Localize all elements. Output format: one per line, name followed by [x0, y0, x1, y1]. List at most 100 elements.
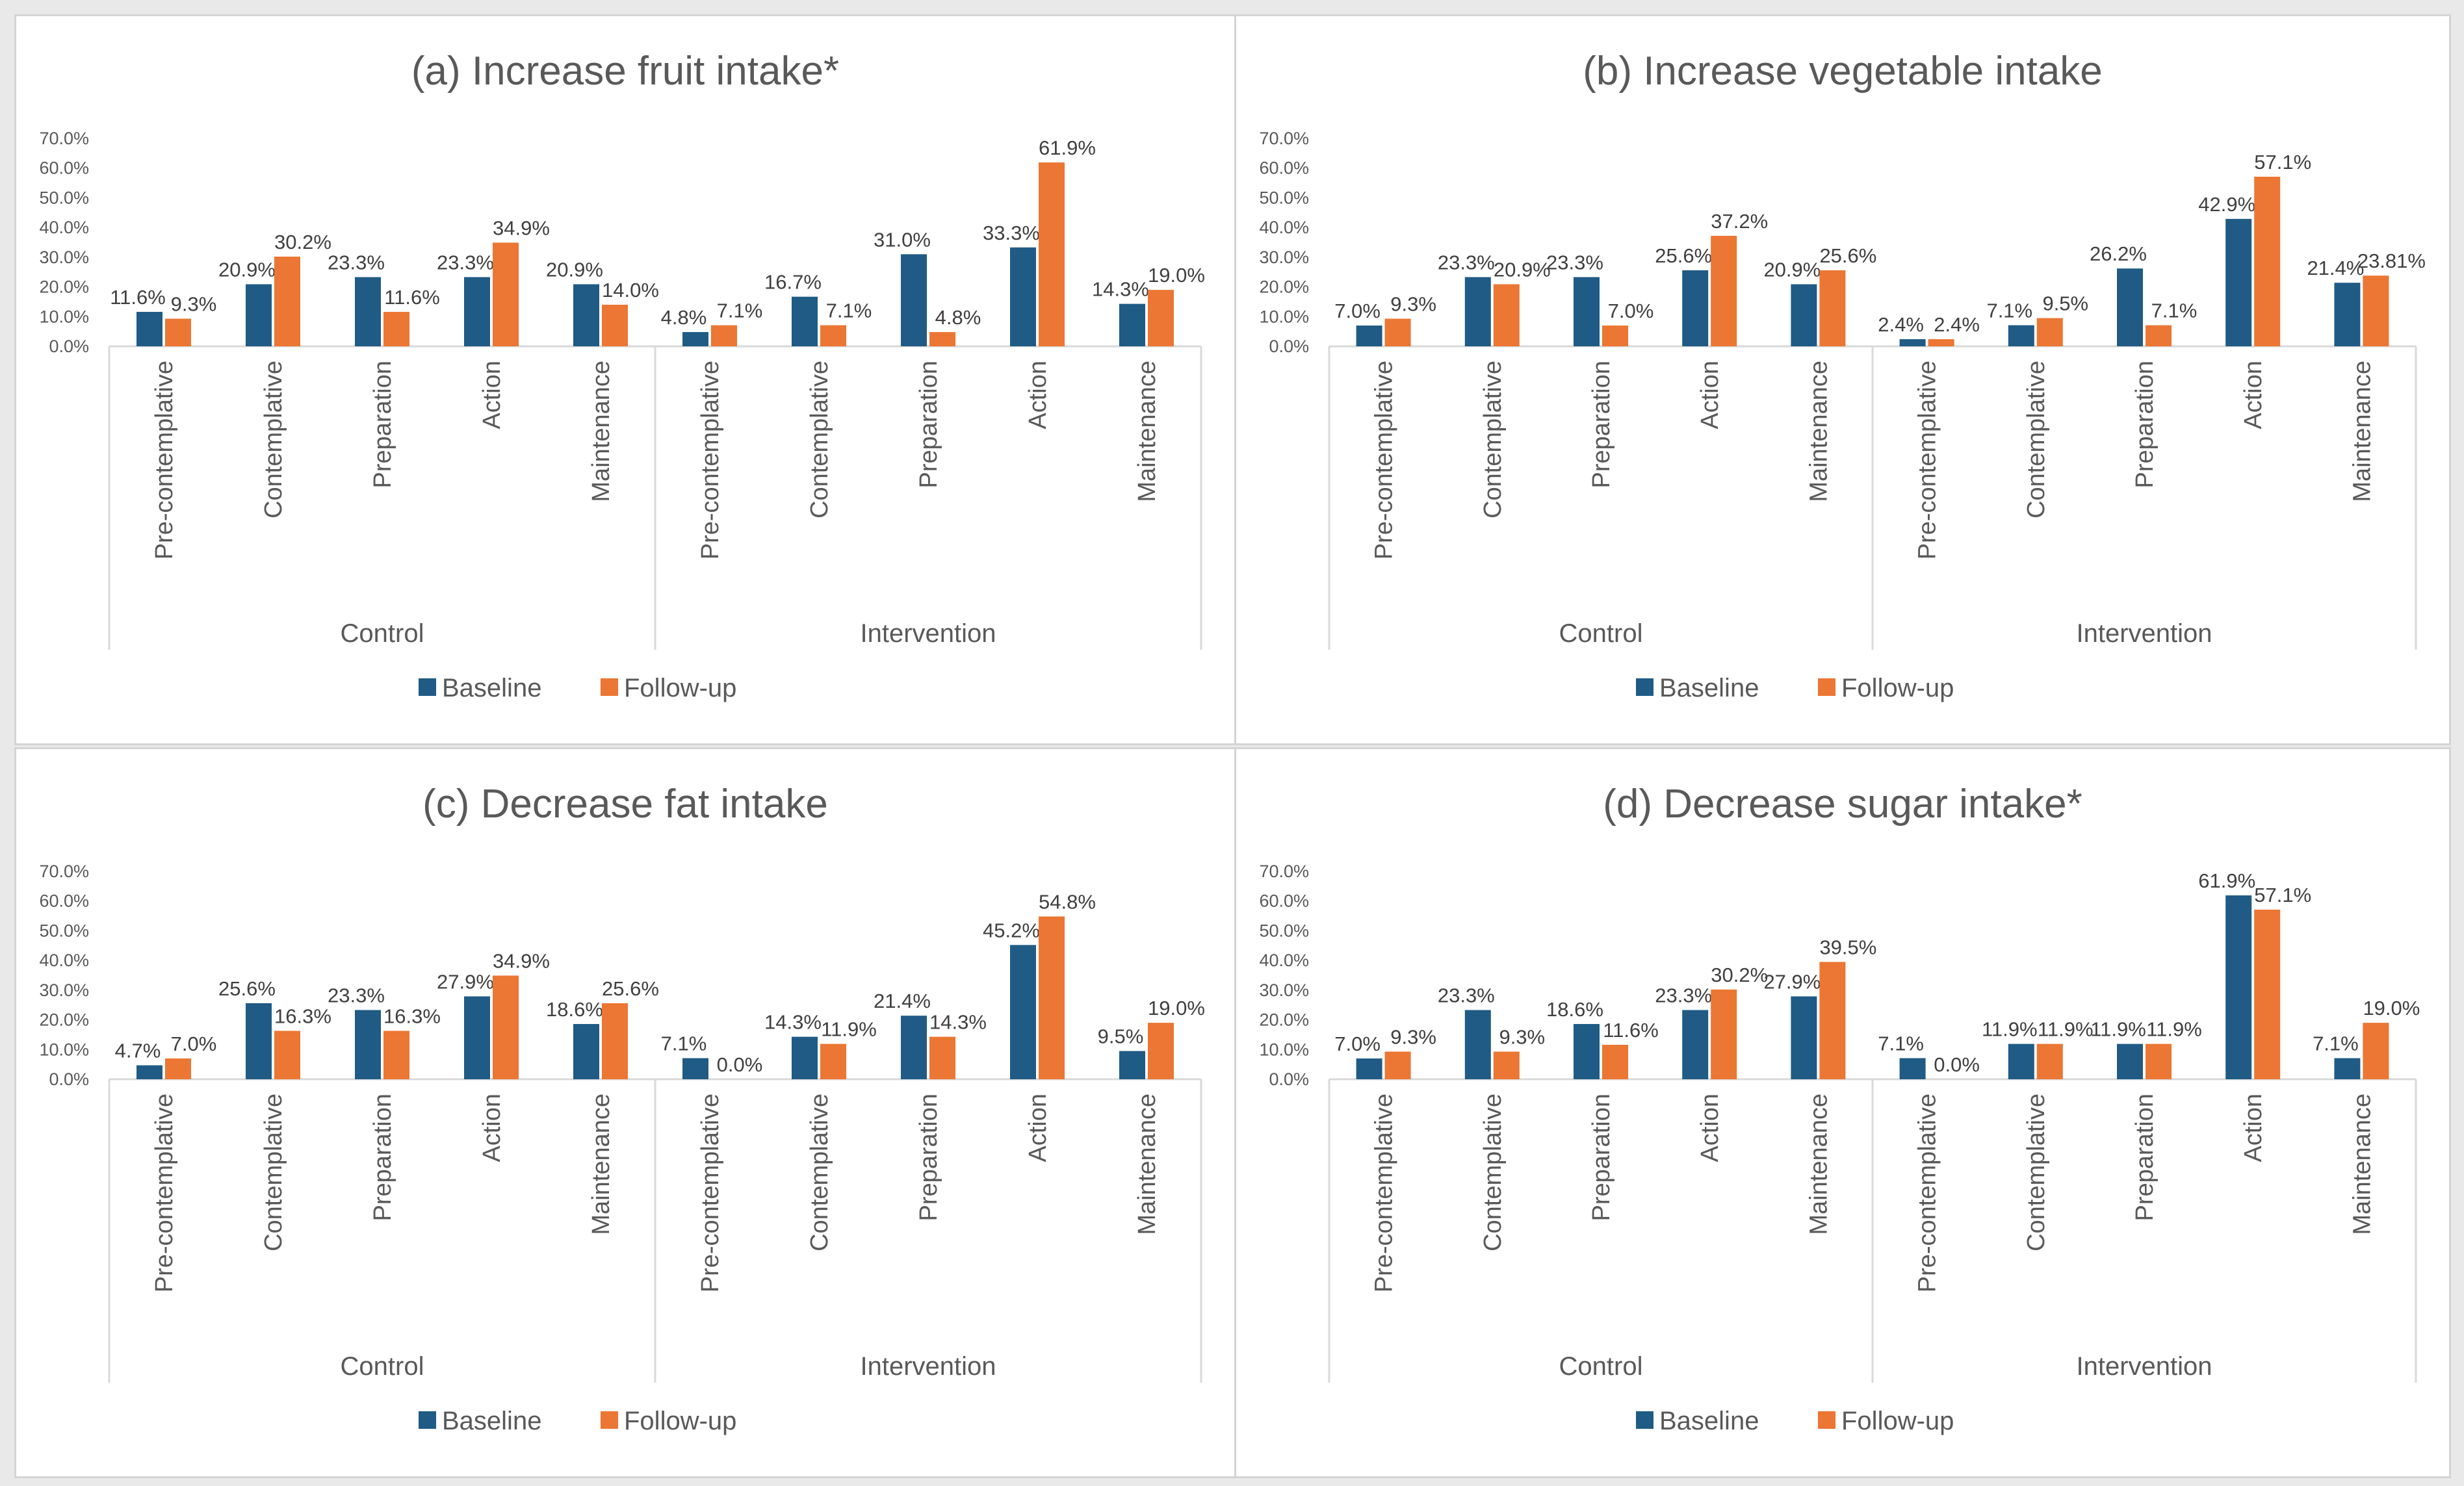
bar-followup [1384, 318, 1411, 346]
category-label: Contemplative [1479, 1094, 1507, 1251]
data-label: 14.3% [1092, 278, 1149, 301]
bar-baseline [901, 1016, 927, 1079]
data-label: 23.3% [1546, 251, 1603, 274]
bar-followup [165, 1058, 191, 1079]
category-label: Pre-contemplative [151, 1094, 178, 1292]
category-label: Maintenance [588, 1094, 615, 1235]
y-tick-label: 40.0% [39, 951, 89, 970]
data-label: 14.3% [764, 1011, 822, 1034]
bar-followup [274, 256, 300, 346]
bar-baseline [682, 332, 708, 346]
category-label: Maintenance [1134, 1094, 1161, 1235]
y-tick-label: 70.0% [1259, 862, 1309, 881]
y-tick-label: 10.0% [39, 307, 89, 326]
data-label: 2.4% [1878, 313, 1924, 336]
data-label: 9.3% [171, 292, 217, 315]
bar-baseline [1464, 277, 1491, 346]
data-label: 20.9% [546, 258, 603, 281]
y-tick-label: 30.0% [39, 248, 89, 267]
category-label: Action [1024, 1094, 1052, 1162]
category-label: Contemplative [1479, 361, 1507, 519]
category-label: Action [1696, 1094, 1724, 1162]
legend-label-followup: Follow-up [1841, 1407, 1954, 1435]
group-label: Control [1559, 619, 1643, 648]
data-label: 4.7% [115, 1040, 161, 1062]
y-tick-label: 40.0% [1259, 951, 1309, 970]
data-label: 7.1% [1878, 1032, 1924, 1055]
bar-baseline [355, 1010, 381, 1079]
bar-followup [493, 975, 519, 1079]
data-label: 21.4% [874, 990, 931, 1012]
legend-swatch-followup [1818, 678, 1835, 696]
bar-followup [1384, 1051, 1411, 1079]
data-label: 7.1% [2313, 1032, 2359, 1055]
data-label: 7.1% [2151, 300, 2198, 322]
y-tick-label: 10.0% [1259, 1040, 1309, 1059]
y-tick-label: 10.0% [1259, 307, 1309, 326]
y-tick-label: 30.0% [1259, 248, 1309, 267]
data-label: 18.6% [546, 998, 603, 1021]
data-label: 7.1% [1986, 300, 2032, 322]
bar-baseline [682, 1058, 708, 1079]
data-label: 23.3% [437, 251, 494, 274]
bar-followup [602, 305, 628, 346]
bar-followup [274, 1031, 300, 1079]
chart-b: (b) Increase vegetable intake 0.0% 10.0% 20… [1259, 49, 2426, 702]
data-label: 57.1% [2254, 884, 2311, 906]
data-label: 7.0% [1334, 1032, 1381, 1055]
bar-followup [1602, 326, 1628, 346]
category-label: Action [1696, 361, 1724, 429]
legend-swatch-baseline [419, 1411, 436, 1429]
data-label: 23.81% [2357, 250, 2426, 272]
data-label: 4.8% [935, 306, 981, 329]
y-tick-label: 30.0% [1259, 980, 1309, 1000]
bar-followup [1928, 339, 1954, 346]
data-label: 7.1% [826, 300, 872, 322]
category-label: Preparation [369, 361, 396, 488]
panel-a: (a) Increase fruit intake* 0.0% 10.0% 20.0%… [14, 14, 1236, 745]
legend-label-baseline: Baseline [1659, 1407, 1759, 1435]
bar-baseline [2117, 268, 2143, 346]
data-label: 7.1% [661, 1032, 707, 1055]
bar-baseline [1119, 1051, 1145, 1079]
bar-baseline [2008, 325, 2034, 346]
bar-baseline [246, 1003, 272, 1079]
bar-followup [929, 332, 955, 346]
category-label: Maintenance [1805, 1094, 1832, 1235]
data-label: 34.9% [493, 949, 550, 972]
y-tick-label: 0.0% [49, 1070, 89, 1089]
category-label: Pre-contemplative [1914, 361, 1941, 559]
bar-followup [1711, 989, 1737, 1079]
category-label: Contemplative [2023, 361, 2050, 519]
chart-title: (a) Increase fruit intake* [411, 49, 839, 94]
bar-baseline [2117, 1044, 2143, 1079]
group-label: Intervention [2076, 1352, 2212, 1381]
bar-followup [1148, 290, 1174, 346]
category-label: Contemplative [2023, 1094, 2050, 1251]
category-label: Action [478, 361, 506, 429]
bar-baseline [2008, 1044, 2034, 1079]
bar-baseline [464, 277, 490, 346]
category-label: Maintenance [588, 361, 615, 502]
y-tick-label: 20.0% [1259, 277, 1309, 297]
data-label: 23.3% [1438, 251, 1495, 274]
bar-followup [929, 1036, 955, 1079]
y-tick-label: 60.0% [39, 159, 89, 178]
data-label: 11.9% [2146, 1018, 2202, 1041]
bar-baseline [1899, 339, 1926, 346]
data-label: 27.9% [1763, 970, 1821, 993]
bar-followup [711, 325, 737, 346]
data-label: 4.8% [661, 306, 707, 329]
bar-followup [1602, 1044, 1628, 1079]
y-tick-label: 0.0% [49, 337, 89, 356]
data-label: 7.1% [717, 300, 763, 322]
data-label: 14.3% [929, 1011, 987, 1034]
data-label: 0.0% [1934, 1053, 1980, 1076]
data-label: 34.9% [493, 216, 550, 239]
bar-followup [1493, 284, 1520, 346]
data-label: 23.3% [328, 984, 385, 1006]
category-label: Action [1024, 361, 1052, 429]
data-label: 31.0% [874, 228, 931, 251]
data-label: 9.5% [1098, 1025, 1144, 1048]
y-tick-label: 50.0% [1259, 921, 1309, 940]
